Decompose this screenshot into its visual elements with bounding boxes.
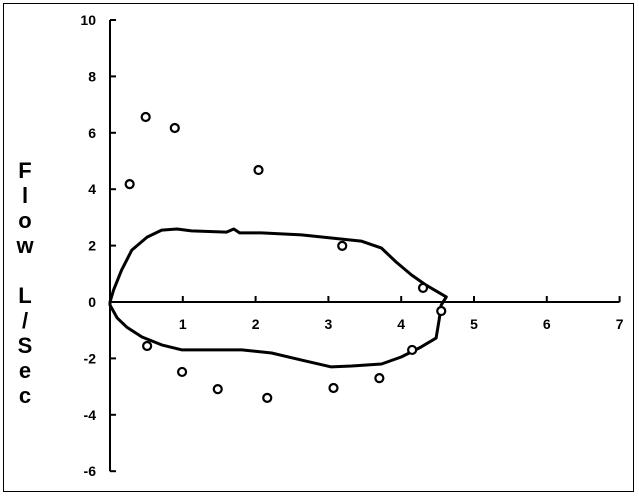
x-tick-label: 3 (325, 316, 333, 332)
data-point (212, 384, 223, 395)
x-tick-label: 4 (397, 316, 405, 332)
x-tick-label: 1 (179, 316, 187, 332)
y-tick-label: -2 (84, 350, 97, 366)
y-axis-label-char: / (22, 308, 28, 333)
data-point (337, 240, 348, 251)
y-tick-label: 6 (88, 125, 96, 141)
data-point (169, 122, 180, 134)
y-axis-label-char: l (22, 183, 28, 208)
y-axis-label-char: e (19, 358, 31, 383)
data-point (176, 366, 188, 378)
y-axis-label-char: S (18, 333, 33, 358)
chart-frame (3, 3, 634, 492)
x-tick-label: 7 (616, 316, 624, 332)
x-tick-label: 5 (470, 316, 478, 332)
data-point (140, 111, 151, 123)
data-point (407, 344, 418, 356)
flow-volume-loop (108, 227, 448, 369)
y-tick-label: 4 (88, 181, 96, 197)
y-axis-label-char: F (18, 158, 31, 183)
y-tick-label: 2 (88, 238, 96, 254)
data-point (417, 282, 429, 293)
y-tick-label: 8 (88, 68, 96, 84)
data-point (374, 373, 385, 384)
data-point (253, 164, 264, 176)
y-tick-label: 0 (88, 294, 96, 310)
data-point (436, 305, 447, 317)
y-axis-label-char: o (18, 208, 31, 233)
y-tick-label: -4 (84, 407, 97, 423)
y-axis-label-char: L (18, 283, 31, 308)
y-tick-label: -6 (84, 463, 97, 479)
data-point (124, 179, 135, 190)
y-tick-label: 10 (80, 12, 96, 28)
x-tick-label: 6 (543, 316, 551, 332)
x-tick-label: 2 (252, 316, 260, 332)
y-axis-label-char: w (15, 233, 34, 258)
data-point (328, 382, 339, 394)
y-axis-label-char: c (19, 383, 31, 408)
data-point (262, 392, 273, 403)
data-point (142, 340, 153, 352)
